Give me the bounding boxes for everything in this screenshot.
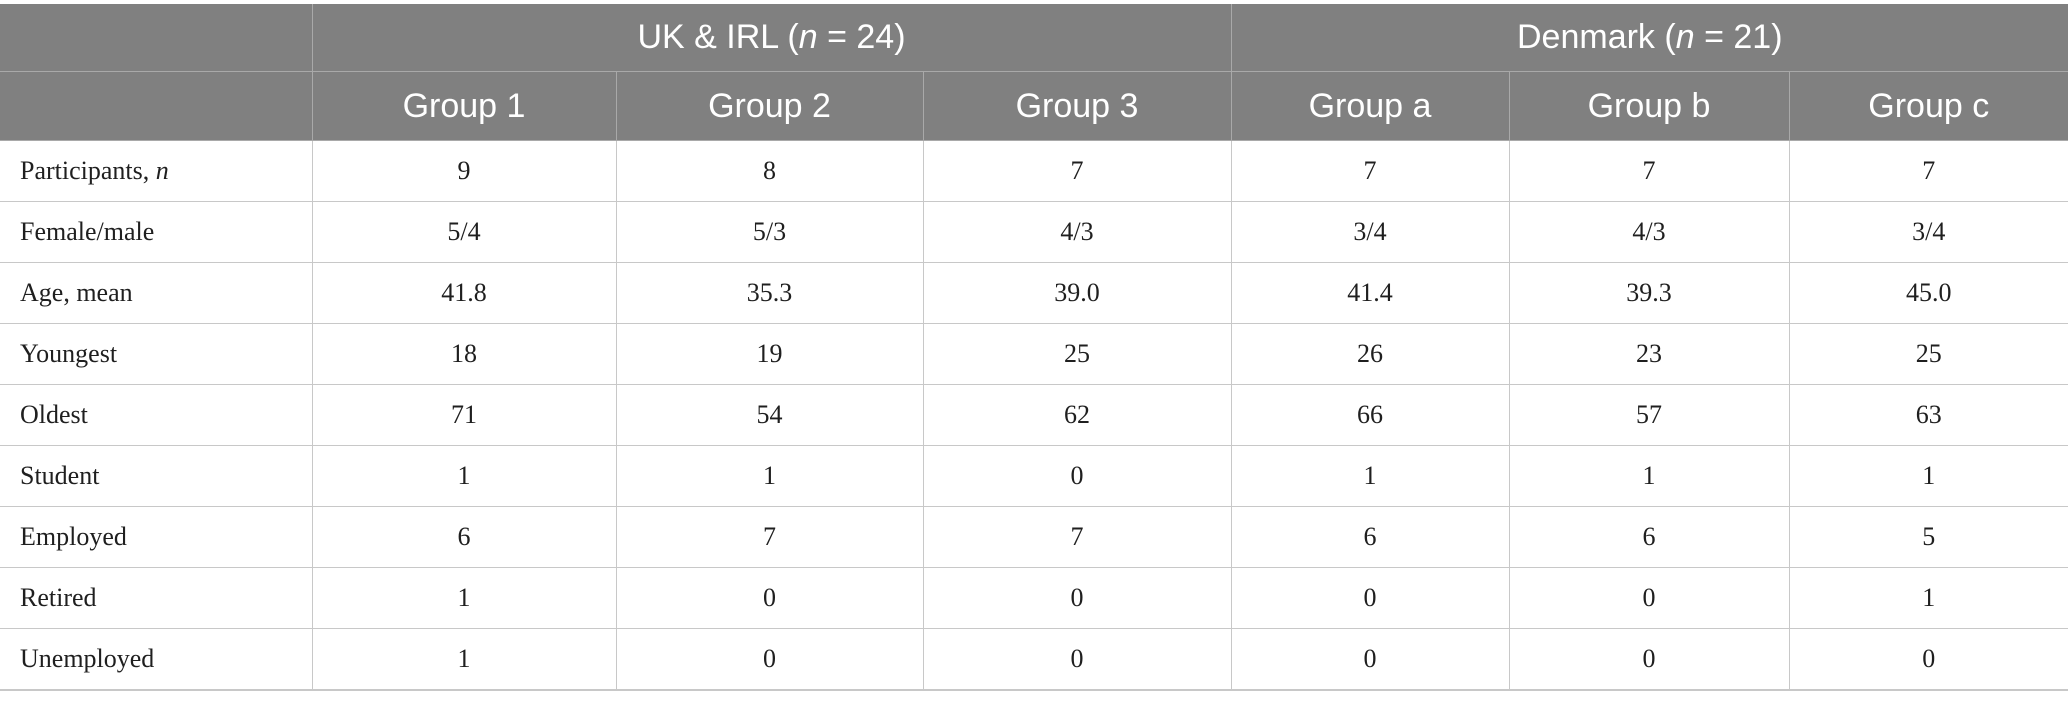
table-row: Youngest 18 19 25 26 23 25 <box>0 323 2068 385</box>
row-label: Unemployed <box>0 628 312 691</box>
table-cell: 7 <box>1230 140 1510 202</box>
table-cell: 3/4 <box>1230 201 1510 263</box>
row-label: Oldest <box>0 384 312 446</box>
column-header-group-2: Group 2 <box>615 71 923 141</box>
table-cell: 1 <box>311 628 616 691</box>
table-cell: 19 <box>615 323 923 385</box>
column-header-group-c: Group c <box>1788 71 2068 141</box>
table-row: Oldest 71 54 62 66 57 63 <box>0 384 2068 446</box>
row-label: Youngest <box>0 323 312 385</box>
table-cell: 9 <box>311 140 616 202</box>
table-cell: 0 <box>922 567 1232 629</box>
table-row: Retired 1 0 0 0 0 1 <box>0 567 2068 629</box>
table-cell: 4/3 <box>922 201 1232 263</box>
table-cell: 7 <box>615 506 923 568</box>
table-cell: 18 <box>311 323 616 385</box>
table-row: Unemployed 1 0 0 0 0 0 <box>0 628 2068 691</box>
region-header-uk-irl: UK & IRL (n = 24) <box>311 4 1232 72</box>
table-cell: 6 <box>1230 506 1510 568</box>
table-cell: 7 <box>922 506 1232 568</box>
table-cell: 0 <box>1230 567 1510 629</box>
row-label: Employed <box>0 506 312 568</box>
table-cell: 1 <box>1230 445 1510 507</box>
column-header-group-b: Group b <box>1508 71 1790 141</box>
table-cell: 7 <box>1788 140 2068 202</box>
column-header-group-3: Group 3 <box>922 71 1232 141</box>
table-cell: 0 <box>1230 628 1510 691</box>
table-cell: 39.3 <box>1508 262 1790 324</box>
table-cell: 5/3 <box>615 201 923 263</box>
table-cell: 8 <box>615 140 923 202</box>
corner-cell <box>0 4 312 72</box>
table-row: Age, mean 41.8 35.3 39.0 41.4 39.3 45.0 <box>0 262 2068 324</box>
table-cell: 1 <box>1788 567 2068 629</box>
table-row: Employed 6 7 7 6 6 5 <box>0 506 2068 568</box>
table-cell: 0 <box>615 628 923 691</box>
table-cell: 6 <box>311 506 616 568</box>
row-label: Retired <box>0 567 312 629</box>
table-cell: 3/4 <box>1788 201 2068 263</box>
table-cell: 54 <box>615 384 923 446</box>
table-cell: 7 <box>1508 140 1790 202</box>
table-cell: 5/4 <box>311 201 616 263</box>
table-cell: 0 <box>922 628 1232 691</box>
table-cell: 25 <box>1788 323 2068 385</box>
row-label: Participants, n <box>0 140 312 202</box>
table-cell: 62 <box>922 384 1232 446</box>
table-header: UK & IRL (n = 24) Denmark (n = 21) Group… <box>0 4 2068 141</box>
row-label: Age, mean <box>0 262 312 324</box>
table-cell: 41.4 <box>1230 262 1510 324</box>
table-cell: 1 <box>311 567 616 629</box>
table-cell: 63 <box>1788 384 2068 446</box>
row-label: Female/male <box>0 201 312 263</box>
table-cell: 0 <box>1508 628 1790 691</box>
table-cell: 6 <box>1508 506 1790 568</box>
table-cell: 0 <box>1788 628 2068 691</box>
corner-cell <box>0 71 312 141</box>
region-header-row: UK & IRL (n = 24) Denmark (n = 21) <box>0 4 2068 72</box>
table-cell: 4/3 <box>1508 201 1790 263</box>
table-cell: 7 <box>922 140 1232 202</box>
table-cell: 0 <box>922 445 1232 507</box>
table-cell: 1 <box>615 445 923 507</box>
table-cell: 66 <box>1230 384 1510 446</box>
table-cell: 0 <box>615 567 923 629</box>
table-body: Participants, n 9 8 7 7 7 7 Female/male … <box>0 140 2068 691</box>
column-header-group-a: Group a <box>1230 71 1510 141</box>
table-cell: 41.8 <box>311 262 616 324</box>
table-row: Student 1 1 0 1 1 1 <box>0 445 2068 507</box>
table-cell: 1 <box>1788 445 2068 507</box>
table-cell: 5 <box>1788 506 2068 568</box>
table-cell: 39.0 <box>922 262 1232 324</box>
table-cell: 23 <box>1508 323 1790 385</box>
table-cell: 25 <box>922 323 1232 385</box>
table-cell: 1 <box>1508 445 1790 507</box>
table-cell: 1 <box>311 445 616 507</box>
column-header-group-1: Group 1 <box>311 71 616 141</box>
group-header-row: Group 1 Group 2 Group 3 Group a Group b … <box>0 71 2068 141</box>
table-row: Female/male 5/4 5/3 4/3 3/4 4/3 3/4 <box>0 201 2068 263</box>
row-label: Student <box>0 445 312 507</box>
table-cell: 57 <box>1508 384 1790 446</box>
table-cell: 26 <box>1230 323 1510 385</box>
table-cell: 35.3 <box>615 262 923 324</box>
table-cell: 45.0 <box>1788 262 2068 324</box>
table-cell: 0 <box>1508 567 1790 629</box>
region-header-denmark: Denmark (n = 21) <box>1230 4 2068 72</box>
table-cell: 71 <box>311 384 616 446</box>
table-row: Participants, n 9 8 7 7 7 7 <box>0 140 2068 202</box>
demographics-table: UK & IRL (n = 24) Denmark (n = 21) Group… <box>0 4 2068 691</box>
